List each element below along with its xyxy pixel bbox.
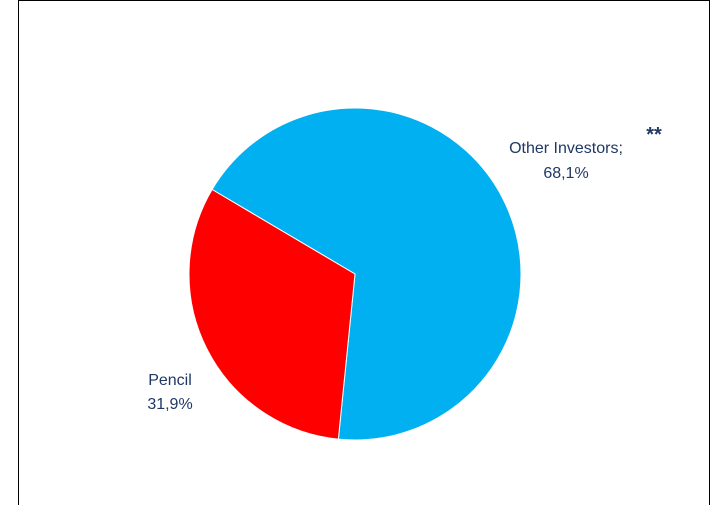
annotation-asterisks: **: [646, 124, 662, 146]
slice-value-other-investors: 68,1%: [543, 165, 588, 182]
slice-value-pencil: 31,9%: [147, 396, 192, 413]
slice-label-other-investors: Other Investors;: [509, 140, 623, 157]
pie-slice-other-investors: [211, 107, 522, 441]
pie-slice-pencil: [188, 188, 356, 440]
chart-frame: [18, 0, 710, 505]
slice-label-pencil: Pencil: [148, 372, 192, 389]
pie-slices: [188, 107, 522, 441]
